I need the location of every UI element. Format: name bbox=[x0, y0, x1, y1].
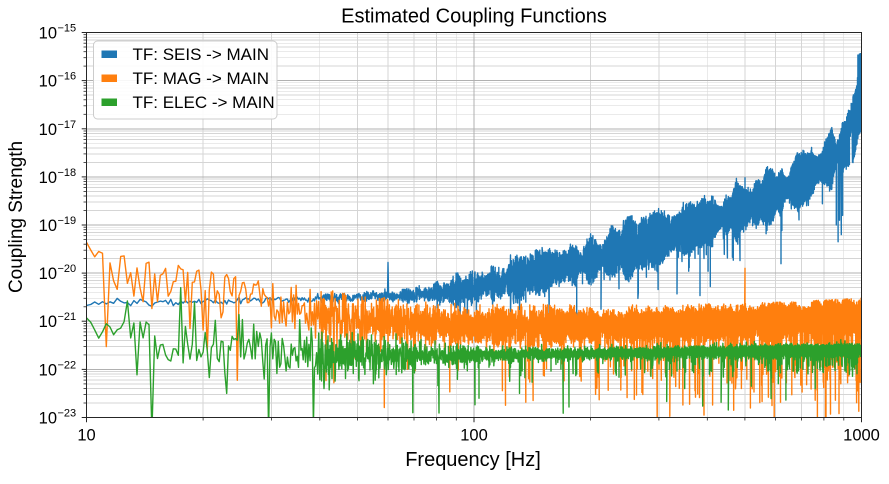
svg-text:−15: −15 bbox=[58, 23, 77, 35]
svg-text:−18: −18 bbox=[58, 167, 77, 179]
svg-text:−17: −17 bbox=[58, 119, 77, 131]
svg-text:TF: SEIS -> MAIN: TF: SEIS -> MAIN bbox=[133, 45, 270, 64]
svg-text:10: 10 bbox=[39, 313, 57, 331]
svg-text:10: 10 bbox=[39, 217, 57, 235]
svg-text:10: 10 bbox=[39, 265, 57, 283]
svg-text:−23: −23 bbox=[58, 408, 77, 420]
svg-text:10: 10 bbox=[77, 427, 95, 445]
svg-text:TF: MAG -> MAIN: TF: MAG -> MAIN bbox=[133, 69, 269, 88]
svg-text:1000: 1000 bbox=[843, 427, 880, 445]
svg-text:Estimated Coupling Functions: Estimated Coupling Functions bbox=[341, 6, 607, 28]
svg-text:100: 100 bbox=[460, 427, 488, 445]
svg-text:−16: −16 bbox=[58, 71, 77, 83]
svg-text:−19: −19 bbox=[58, 215, 77, 227]
svg-text:−21: −21 bbox=[58, 311, 77, 323]
svg-text:−20: −20 bbox=[58, 263, 77, 275]
svg-text:10: 10 bbox=[39, 410, 57, 428]
svg-text:−22: −22 bbox=[58, 359, 77, 371]
svg-text:Coupling Strength: Coupling Strength bbox=[6, 141, 27, 293]
svg-text:TF: ELEC -> MAIN: TF: ELEC -> MAIN bbox=[133, 93, 275, 112]
svg-text:10: 10 bbox=[39, 73, 57, 91]
svg-text:Frequency [Hz]: Frequency [Hz] bbox=[405, 449, 541, 471]
svg-text:10: 10 bbox=[39, 121, 57, 139]
svg-text:10: 10 bbox=[39, 169, 57, 187]
svg-text:10: 10 bbox=[39, 25, 57, 43]
svg-text:10: 10 bbox=[39, 361, 57, 379]
